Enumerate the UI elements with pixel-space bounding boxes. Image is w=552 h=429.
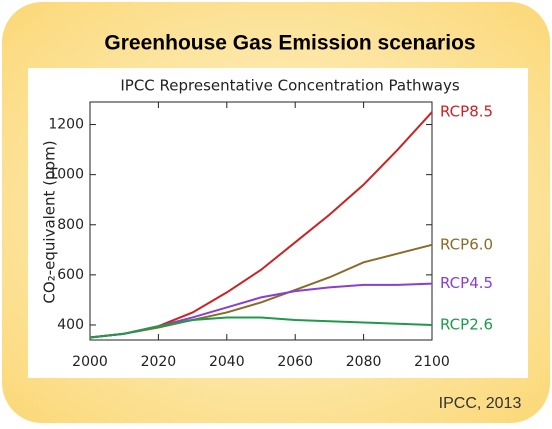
x-tick-label: 2080 <box>346 354 382 370</box>
chart-subtitle: IPCC Representative Concentration Pathwa… <box>120 77 459 95</box>
y-axis-label: CO₂-equivalent (ppm) <box>41 140 59 303</box>
y-tick-label: 1000 <box>48 167 84 183</box>
x-tick-label: 2000 <box>72 354 108 370</box>
chart-title: Greenhouse Gas Emission scenarios <box>104 32 475 55</box>
y-tick-label: 800 <box>57 217 84 233</box>
y-tick-label: 600 <box>57 267 84 283</box>
plot-background <box>28 68 528 378</box>
source: IPCC, 2013 <box>439 395 522 412</box>
x-tick-label: 2020 <box>141 354 177 370</box>
line <box>89 316 433 339</box>
plot-frame <box>89 101 433 341</box>
series-label: RCP8.5 <box>440 103 493 121</box>
series-label: RCP4.5 <box>440 274 493 292</box>
x-tick-label: 2060 <box>277 354 313 370</box>
x-tick-label: 2040 <box>209 354 245 370</box>
y-tick-label: 1200 <box>48 117 84 133</box>
series-label: RCP6.0 <box>440 235 493 253</box>
x-tick-label: 2100 <box>414 354 450 370</box>
y-tick-label: 400 <box>57 317 84 333</box>
series-label: RCP2.6 <box>440 315 493 333</box>
